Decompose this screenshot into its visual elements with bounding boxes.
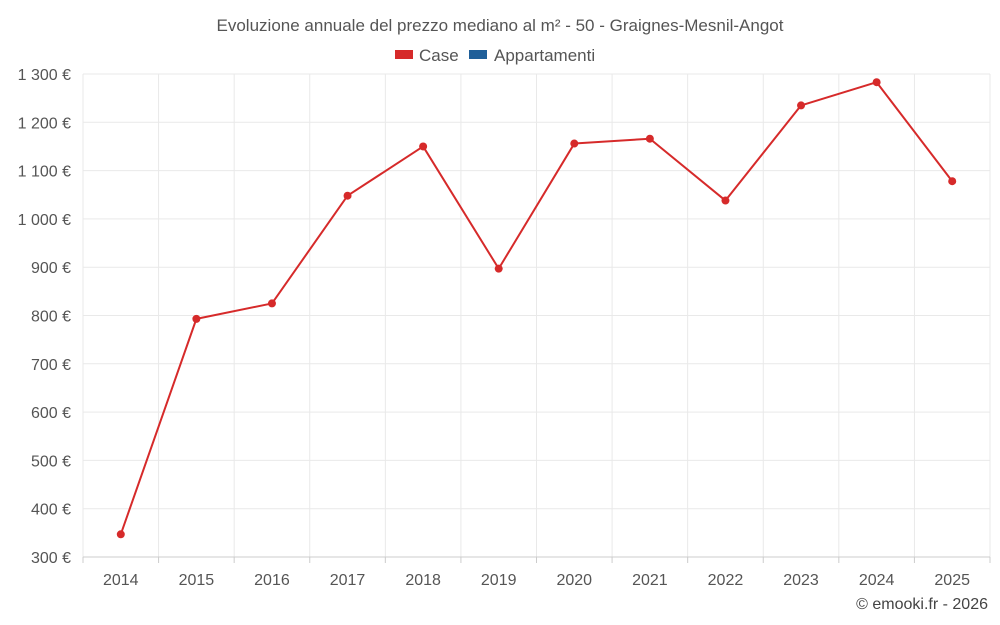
series-line-case <box>119 81 954 535</box>
x-tick-label: 2015 <box>179 572 215 589</box>
series <box>116 78 957 539</box>
legend-label-appartamenti[interactable]: Appartamenti <box>494 46 595 65</box>
legend-swatch-case[interactable] <box>395 50 413 59</box>
data-point[interactable] <box>343 191 352 200</box>
legend-label-case[interactable]: Case <box>419 46 459 65</box>
y-tick-label: 900 € <box>31 260 71 277</box>
y-tick-label: 700 € <box>31 357 71 374</box>
data-point[interactable] <box>797 101 806 110</box>
legend: Case Appartamenti <box>395 46 595 65</box>
x-tick-label: 2021 <box>632 572 668 589</box>
y-tick-label: 300 € <box>31 550 71 567</box>
y-tick-label: 500 € <box>31 453 71 470</box>
data-point[interactable] <box>948 177 957 186</box>
x-tick-label: 2023 <box>783 572 819 589</box>
x-tick-label: 2020 <box>556 572 592 589</box>
y-tick-label: 800 € <box>31 309 71 326</box>
y-tick-label: 1 000 € <box>18 212 71 229</box>
data-point[interactable] <box>192 314 201 323</box>
data-point[interactable] <box>645 134 654 143</box>
y-tick-label: 600 € <box>31 405 71 422</box>
y-tick-label: 400 € <box>31 502 71 519</box>
axes: 300 € 400 € 500 € 600 € 700 € 800 € 900 € 1 000… <box>18 67 991 589</box>
y-tick-label: 1 200 € <box>18 115 71 132</box>
data-point[interactable] <box>419 142 428 151</box>
data-point[interactable] <box>872 78 881 87</box>
data-point[interactable] <box>116 530 125 539</box>
x-tick-label: 2018 <box>405 572 441 589</box>
x-tick-label: 2016 <box>254 572 290 589</box>
credit-text: © emooki.fr - 2026 <box>856 596 988 613</box>
x-tick-label: 2024 <box>859 572 895 589</box>
data-point[interactable] <box>494 264 503 273</box>
y-tick-label: 1 300 € <box>18 67 71 84</box>
grid <box>82 73 991 557</box>
legend-swatch-appartamenti[interactable] <box>469 50 487 59</box>
data-point[interactable] <box>267 299 276 308</box>
x-tick-label: 2019 <box>481 572 517 589</box>
x-tick-label: 2022 <box>708 572 744 589</box>
data-point[interactable] <box>721 196 730 205</box>
x-tick-label: 2017 <box>330 572 366 589</box>
data-point[interactable] <box>570 139 579 148</box>
x-tick-label: 2014 <box>103 572 139 589</box>
chart-title: Evoluzione annuale del prezzo mediano al… <box>217 16 784 35</box>
x-tick-label: 2025 <box>934 572 970 589</box>
y-tick-label: 1 100 € <box>18 164 71 181</box>
